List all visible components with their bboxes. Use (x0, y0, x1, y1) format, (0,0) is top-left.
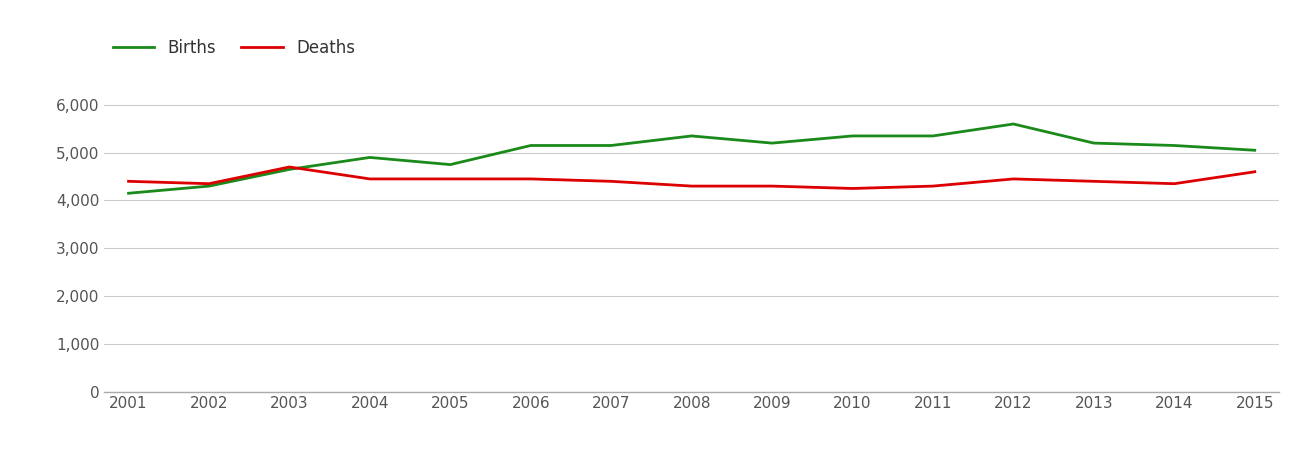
Deaths (282, 164, 298, 170)
Deaths (1167, 181, 1182, 186)
Births (1167, 143, 1182, 148)
Deaths (361, 176, 377, 182)
Births (765, 140, 780, 146)
Deaths (684, 184, 699, 189)
Deaths (1248, 169, 1263, 175)
Deaths (603, 179, 619, 184)
Births (442, 162, 458, 167)
Line: Births: Births (128, 124, 1255, 193)
Births (684, 133, 699, 139)
Deaths (120, 179, 136, 184)
Deaths (442, 176, 458, 182)
Legend: Births, Deaths: Births, Deaths (112, 39, 355, 57)
Births (1086, 140, 1101, 146)
Deaths (201, 181, 217, 186)
Births (844, 133, 860, 139)
Births (361, 155, 377, 160)
Births (120, 190, 136, 196)
Deaths (765, 184, 780, 189)
Births (603, 143, 619, 148)
Deaths (523, 176, 539, 182)
Deaths (1086, 179, 1101, 184)
Deaths (925, 184, 941, 189)
Deaths (844, 186, 860, 191)
Line: Deaths: Deaths (128, 167, 1255, 189)
Births (1006, 122, 1022, 127)
Births (282, 166, 298, 172)
Births (523, 143, 539, 148)
Births (201, 184, 217, 189)
Births (925, 133, 941, 139)
Deaths (1006, 176, 1022, 182)
Births (1248, 148, 1263, 153)
